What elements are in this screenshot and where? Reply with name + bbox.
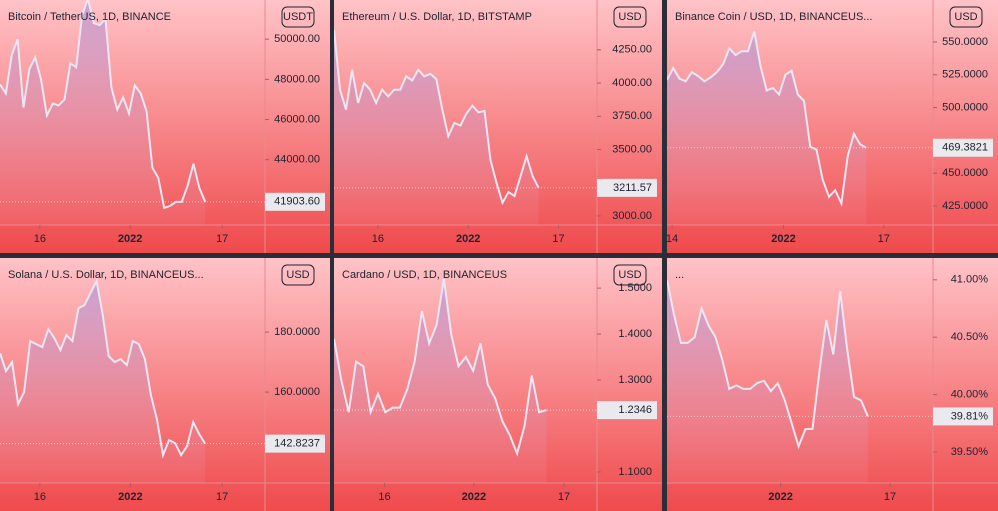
last-value-label: 41903.60 — [274, 196, 320, 208]
chart-title: Bitcoin / TetherUS, 1D, BINANCE — [8, 11, 171, 23]
area — [334, 29, 539, 226]
last-value-label: 142.8237 — [274, 438, 320, 450]
area — [334, 278, 547, 483]
x-tick-label: 2022 — [118, 233, 142, 245]
last-value-label: 39.81% — [951, 410, 989, 422]
x-tick-label: 17 — [884, 491, 896, 503]
x-tick-label: 14 — [667, 233, 678, 245]
chart-title: Binance Coin / USD, 1D, BINANCEUS... — [675, 11, 872, 23]
line — [667, 279, 869, 450]
chart-panel: 160.0000 180.0000 16 2022 17 142.8237 Solana /… — [0, 258, 330, 511]
y-tick-label: 4250.00 — [612, 44, 652, 56]
chart-title: ... — [675, 269, 684, 281]
line — [334, 29, 540, 206]
unit-label: USDT — [283, 11, 313, 23]
last-value-box — [597, 401, 657, 420]
y-tick-label: 1.5000 — [618, 282, 652, 294]
chart: 3000.00 3500.00 3750.00 4000.00 4250.00 16 202… — [334, 0, 662, 253]
chart-panel: 3000.00 3500.00 3750.00 4000.00 4250.00 16 202… — [334, 0, 662, 253]
y-tick-label: 4000.00 — [612, 77, 652, 89]
y-tick-label: 39.50% — [951, 446, 989, 458]
unit-badge — [949, 6, 983, 28]
unit-label: USD — [618, 11, 641, 23]
x-tick-label: 17 — [552, 233, 564, 245]
chart: 44000.00 46000.00 48000.00 50000.00 16 2022 17… — [0, 0, 330, 253]
x-tick-label: 17 — [878, 233, 890, 245]
chart-panel: 39.50% 40.00% 40.50% 41.00% 2022 17 39.81%... — [667, 258, 998, 511]
chart: 425.0000 450.0000 500.0000 525.0000 550.0000… — [667, 0, 998, 253]
last-value-box — [597, 178, 657, 197]
x-tick-label: 2022 — [768, 491, 792, 503]
area — [0, 281, 206, 483]
chart-panel: 44000.00 46000.00 48000.00 50000.00 16 2022 17… — [0, 0, 330, 253]
y-tick-label: 40.50% — [951, 331, 989, 343]
unit-label: USD — [954, 11, 977, 23]
x-tick-label: 2022 — [456, 233, 480, 245]
chart-panel: 425.0000 450.0000 500.0000 525.0000 550.0000… — [667, 0, 998, 253]
y-tick-label: 40.00% — [951, 389, 989, 401]
x-tick-label: 16 — [372, 233, 384, 245]
chart: 39.50% 40.00% 40.50% 41.00% 2022 17 39.81%... — [667, 258, 998, 511]
last-value-label: 3211.57 — [613, 182, 652, 194]
y-tick-label: 50000.00 — [274, 33, 320, 45]
line — [334, 278, 547, 457]
y-tick-label: 1.3000 — [618, 374, 652, 386]
y-tick-label: 46000.00 — [274, 113, 320, 125]
y-tick-label: 550.0000 — [942, 36, 988, 48]
y-tick-label: 425.0000 — [942, 200, 988, 212]
last-value-box — [265, 192, 325, 211]
y-tick-label: 500.0000 — [942, 101, 988, 113]
chart: 160.0000 180.0000 16 2022 17 142.8237 Solana /… — [0, 258, 330, 511]
y-tick-label: 525.0000 — [942, 69, 988, 81]
y-tick-label: 44000.00 — [274, 154, 320, 166]
chart: 1.1000 1.3000 1.4000 1.5000 16 2022 17 1.2346 Ca… — [334, 258, 662, 511]
chart-panel: 1.1000 1.3000 1.4000 1.5000 16 2022 17 1.2346 Ca… — [334, 258, 662, 511]
last-value-box — [933, 407, 993, 426]
y-tick-label: 450.0000 — [942, 167, 988, 179]
line — [0, 278, 207, 459]
x-tick-label: 16 — [378, 491, 390, 503]
unit-label: USD — [286, 269, 309, 281]
x-tick-label: 2022 — [462, 491, 486, 503]
area — [667, 31, 867, 225]
x-tick-label: 17 — [216, 491, 228, 503]
x-tick-label: 2022 — [771, 233, 795, 245]
last-value-label: 469.3821 — [942, 142, 988, 154]
x-tick-label: 16 — [34, 491, 46, 503]
area — [0, 0, 206, 225]
unit-badge — [613, 6, 647, 28]
chart-title: Cardano / USD, 1D, BINANCEUS — [342, 269, 507, 281]
line — [0, 0, 207, 210]
last-value-label: 1.2346 — [618, 404, 652, 416]
area — [667, 279, 868, 483]
x-tick-label: 17 — [558, 491, 570, 503]
y-tick-label: 180.0000 — [274, 326, 320, 338]
y-tick-label: 3000.00 — [612, 210, 652, 222]
y-tick-label: 41.00% — [951, 274, 989, 286]
y-tick-label: 3500.00 — [612, 143, 652, 155]
unit-badge — [613, 264, 647, 286]
y-tick-label: 160.0000 — [274, 386, 320, 398]
x-tick-label: 2022 — [118, 491, 142, 503]
line — [667, 31, 867, 207]
last-value-box — [265, 434, 325, 453]
unit-badge — [281, 264, 315, 286]
chart-title: Solana / U.S. Dollar, 1D, BINANCEUS... — [8, 269, 204, 281]
y-tick-label: 48000.00 — [274, 73, 320, 85]
y-tick-label: 3750.00 — [612, 110, 652, 122]
y-tick-label: 1.1000 — [618, 466, 652, 478]
last-value-box — [933, 138, 993, 157]
x-tick-label: 16 — [34, 233, 46, 245]
x-tick-label: 17 — [216, 233, 228, 245]
unit-badge — [281, 6, 315, 28]
unit-label: USD — [618, 269, 641, 281]
y-tick-label: 1.4000 — [618, 328, 652, 340]
chart-title: Ethereum / U.S. Dollar, 1D, BITSTAMP — [342, 11, 532, 23]
